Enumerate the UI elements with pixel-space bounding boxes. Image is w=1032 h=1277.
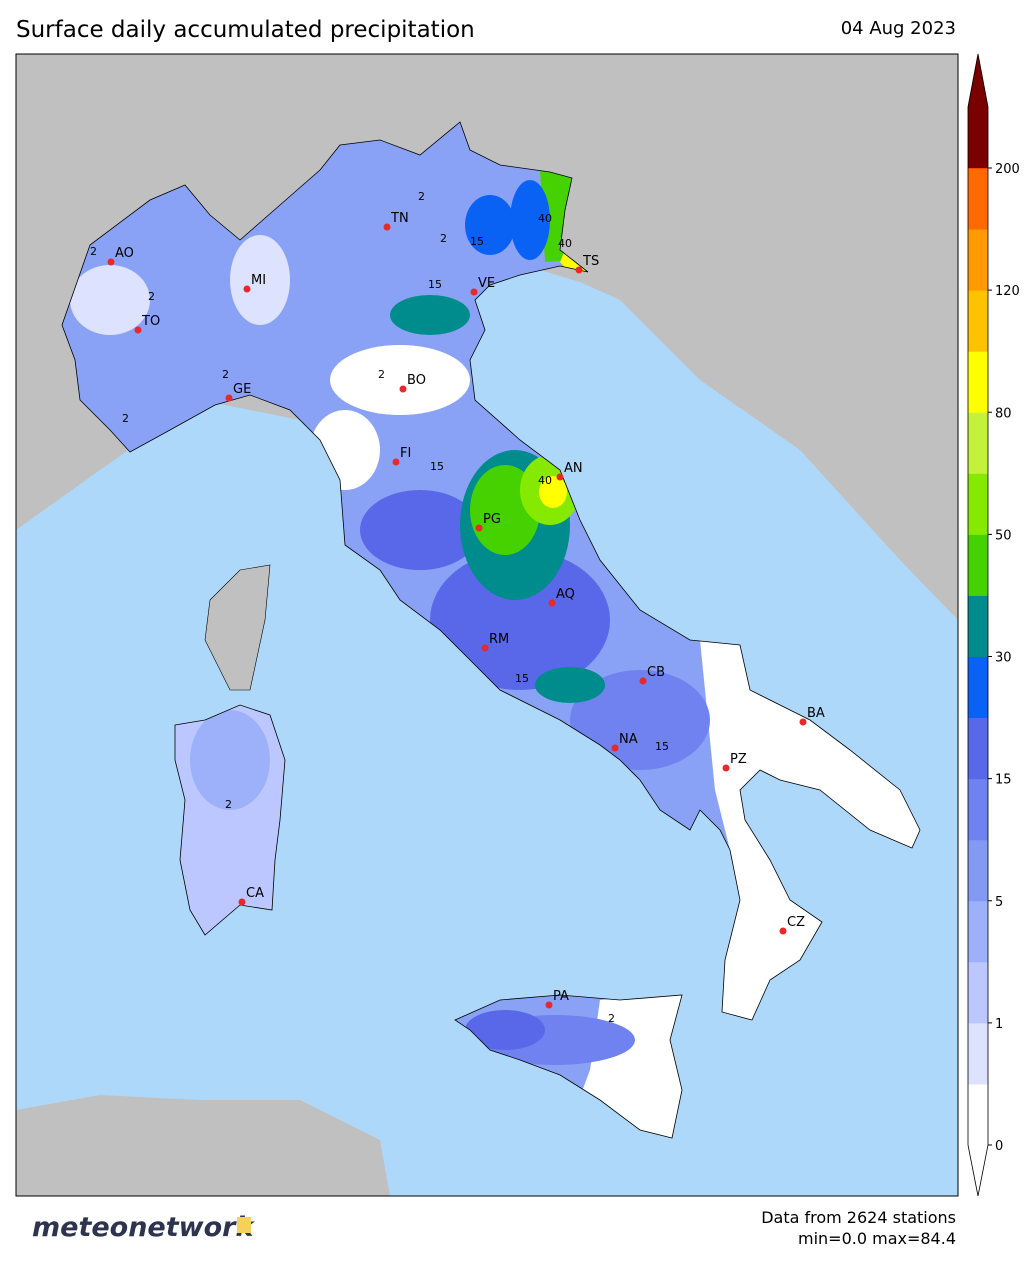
colorbar-tick-label: 200 <box>995 162 1020 177</box>
city-dot <box>545 1001 553 1009</box>
range-note: min=0.0 max=84.4 <box>798 1229 956 1248</box>
contour-label: 2 <box>148 290 155 303</box>
colorbar-segment <box>968 1022 988 1085</box>
contour-label: 40 <box>538 212 552 225</box>
colorbar-segment <box>968 1083 988 1146</box>
colorbar-tick-label: 1 <box>995 1017 1003 1032</box>
city-label: CB <box>647 665 665 680</box>
title: Surface daily accumulated precipitation <box>16 17 475 43</box>
colorbar-segment <box>968 656 988 719</box>
colorbar-segment <box>968 595 988 657</box>
colorbar-tick-label: 30 <box>995 651 1012 666</box>
city-label: FI <box>400 446 411 461</box>
city-dot <box>799 718 807 726</box>
colorbar-segment <box>968 778 988 841</box>
colorbar-segment <box>968 717 988 780</box>
colorbar-outline <box>967 53 989 1197</box>
city-dot <box>238 898 246 906</box>
colorbar-segment <box>968 168 988 230</box>
city-label: VE <box>478 276 495 291</box>
colorbar-tick-label: 0 <box>995 1139 1003 1154</box>
contour-label: 2 <box>440 232 447 245</box>
contour-label: 2 <box>90 245 97 258</box>
city-label: TO <box>141 314 160 329</box>
city-label: GE <box>233 382 251 397</box>
city-dot <box>392 458 400 466</box>
city-label: AN <box>564 461 583 476</box>
city-dot <box>639 677 647 685</box>
contour-label: 40 <box>538 474 552 487</box>
city-label: TS <box>582 254 599 269</box>
contour-label: 15 <box>428 278 442 291</box>
colorbar-over <box>968 54 988 168</box>
contour-label: 40 <box>558 237 572 250</box>
city-dot <box>548 599 556 607</box>
city-dot <box>722 764 730 772</box>
logo-mark <box>237 1217 251 1233</box>
city-label: AQ <box>556 587 575 602</box>
city-label: BO <box>407 373 426 388</box>
stations-note: Data from 2624 stations <box>761 1208 956 1227</box>
contour-label: 15 <box>655 740 669 753</box>
colorbar-segment <box>968 290 988 352</box>
city-dot <box>399 385 407 393</box>
city-dot <box>107 258 115 266</box>
date: 04 Aug 2023 <box>841 18 956 39</box>
colorbar-segment <box>968 229 988 291</box>
colorbar-tick-label: 15 <box>995 773 1012 788</box>
contour-label: 15 <box>430 460 444 473</box>
city-dot <box>475 524 483 532</box>
city-dot <box>470 288 478 296</box>
city-label: NA <box>619 732 638 747</box>
colorbar-segment <box>968 900 988 963</box>
city-label: PZ <box>730 752 747 767</box>
contour-label: 15 <box>470 235 484 248</box>
colorbar-segment <box>968 351 988 413</box>
city-dot <box>134 326 142 334</box>
colorbar-segment <box>968 839 988 902</box>
contour-label: 15 <box>515 672 529 685</box>
contour-label: 2 <box>122 412 129 425</box>
cities: AO MI TO GE TN VE TS BO FI AN PG AQ RM CB BA NA PZ CA CZ PA… <box>90 190 825 1025</box>
city-dot <box>225 394 233 402</box>
colorbar-tick-label: 50 <box>995 528 1012 543</box>
city-dot <box>243 285 251 293</box>
city-label: RM <box>489 632 509 647</box>
map: AO MI TO GE TN VE TS BO FI AN PG AQ RM CB BA NA PZ CA CZ PA… <box>16 54 958 1196</box>
sea <box>16 270 958 1196</box>
colorbar-tick-label: 5 <box>995 895 1003 910</box>
colorbar-tick-label: 80 <box>995 406 1012 421</box>
contour-label: 2 <box>378 368 385 381</box>
city-label: CA <box>246 886 264 901</box>
colorbar-segment <box>968 534 988 596</box>
city-dot <box>383 223 391 231</box>
city-label: BA <box>807 706 825 721</box>
city-label: CZ <box>787 915 805 930</box>
city-label: TN <box>390 211 409 226</box>
colorbar-segment <box>968 412 988 474</box>
logo: meteonetwork <box>32 1212 255 1243</box>
city-label: MI <box>251 273 266 288</box>
contour-label: 2 <box>418 190 425 203</box>
corsica <box>204 564 271 691</box>
city-label: PG <box>483 512 501 527</box>
city-dot <box>556 473 564 481</box>
contour-label: 2 <box>222 368 229 381</box>
city-dot <box>779 927 787 935</box>
city-dot <box>575 266 583 274</box>
colorbar-segment <box>968 473 988 535</box>
colorbar-tick-label: 120 <box>995 284 1020 299</box>
city-dot <box>611 744 619 752</box>
city-label: AO <box>115 246 134 261</box>
colorbar-under <box>968 1145 988 1196</box>
colorbar-segment <box>968 961 988 1024</box>
map-frame <box>15 53 959 1197</box>
city-label: PA <box>553 989 569 1004</box>
contour-label: 2 <box>608 1012 615 1025</box>
city-dot <box>481 644 489 652</box>
contour-label: 2 <box>225 798 232 811</box>
